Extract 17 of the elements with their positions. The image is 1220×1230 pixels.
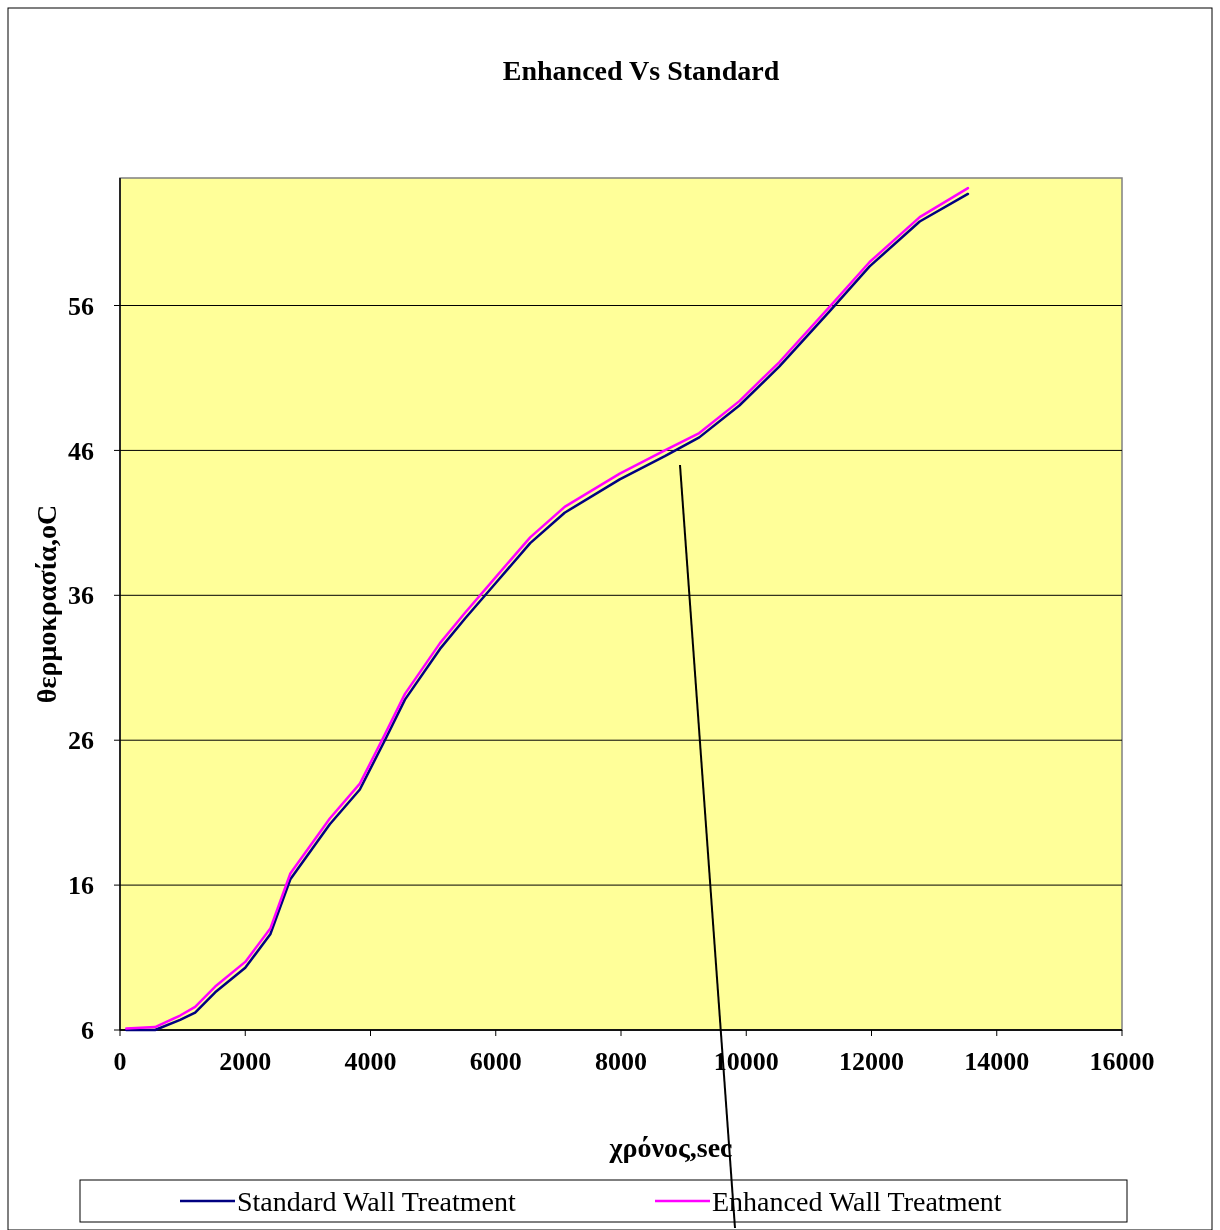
- x-tick-label: 0: [113, 1047, 127, 1076]
- y-tick-label: 16: [68, 871, 94, 901]
- y-tick-label: 6: [81, 1016, 94, 1046]
- x-tick-label: 6000: [469, 1047, 522, 1076]
- y-tick-label: 26: [68, 726, 94, 756]
- y-tick-label: 46: [68, 436, 94, 466]
- chart-title: Enhanced Vs Standard: [502, 55, 780, 86]
- x-tick-label: 16000: [1089, 1047, 1155, 1076]
- y-tick-label: 56: [68, 291, 94, 321]
- x-tick-label: 12000: [839, 1047, 904, 1076]
- x-tick-label: 8000: [595, 1047, 647, 1076]
- x-tick-label: 14000: [964, 1047, 1030, 1076]
- x-tick-label: 4000: [344, 1047, 397, 1076]
- legend-label: Standard Wall Treatment: [237, 1185, 516, 1217]
- y-tick-label: 36: [68, 581, 94, 611]
- x-tick-label: 2000: [219, 1047, 272, 1076]
- y-axis-title: θερμοκρασία,oC: [31, 504, 62, 704]
